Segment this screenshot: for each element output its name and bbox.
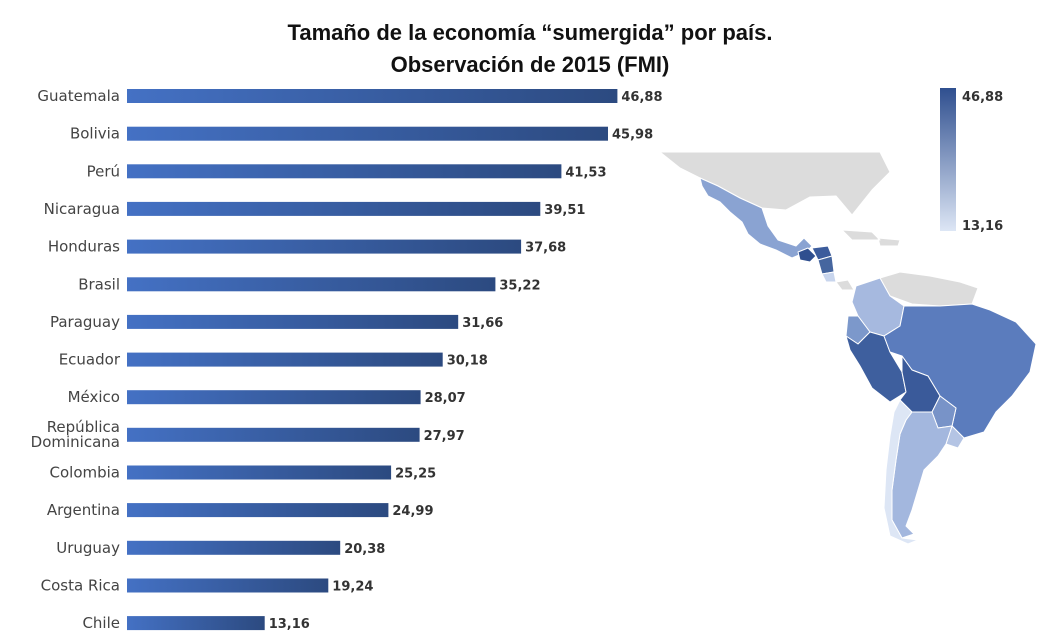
latin-america-map [659, 151, 1037, 545]
bar [127, 540, 341, 555]
category-label: Nicaragua [44, 200, 120, 218]
bar [127, 314, 459, 329]
bar-value-label: 31,66 [462, 316, 503, 331]
bar-value-label: 39,51 [544, 203, 585, 218]
bar-value-label: 41,53 [565, 165, 606, 180]
bar-series: 46,88 Guatemala 45,98 Bolivia 41,53 Perú 39,51… [31, 87, 663, 632]
map-venezuela-guianas [879, 271, 979, 307]
category-label: Perú [87, 162, 120, 180]
color-scale-max-label: 46,88 [962, 90, 1003, 105]
bar [127, 352, 443, 367]
bar [127, 578, 329, 593]
category-label: Colombia [50, 464, 121, 482]
category-label: Argentina [47, 501, 120, 519]
map-chile [883, 399, 919, 545]
bar-value-label: 30,18 [447, 354, 488, 369]
category-label: Paraguay [50, 313, 120, 331]
map-panama [835, 279, 855, 291]
bar-value-label: 28,07 [425, 391, 466, 406]
bar [127, 427, 420, 442]
map-caribbean [841, 229, 901, 247]
category-label: Honduras [48, 238, 120, 256]
category-label: Ecuador [59, 351, 121, 369]
chart-title: Tamaño de la economía “sumergida” por pa… [288, 20, 773, 45]
chart-subtitle: Observación de 2015 (FMI) [391, 52, 670, 77]
bar [127, 126, 608, 141]
bar-value-label: 46,88 [621, 90, 662, 105]
bar-value-label: 45,98 [612, 128, 653, 143]
bar-value-label: 25,25 [395, 467, 436, 482]
bar-value-label: 37,68 [525, 241, 566, 256]
bar-value-label: 13,16 [269, 617, 310, 632]
bar [127, 503, 389, 518]
bar [127, 390, 421, 405]
map-costa-rica [821, 271, 837, 283]
category-label: Bolivia [70, 125, 120, 143]
bar [127, 277, 496, 292]
bar [127, 616, 265, 631]
bar-value-label: 19,24 [332, 580, 373, 595]
color-scale-min-label: 13,16 [962, 219, 1003, 234]
bar [127, 164, 562, 179]
category-label: México [68, 388, 120, 406]
category-label: Chile [82, 614, 120, 632]
bar-value-label: 20,38 [344, 542, 385, 557]
color-scale-bar [940, 88, 956, 231]
category-label: Costa Rica [41, 577, 120, 595]
bar [127, 201, 541, 216]
category-label: Brasil [78, 275, 120, 293]
category-label: Uruguay [56, 539, 120, 557]
bar [127, 465, 392, 480]
bar-value-label: 24,99 [392, 504, 433, 519]
bar [127, 239, 522, 254]
category-label: República Dominicana [31, 418, 120, 451]
bar-value-label: 27,97 [424, 429, 465, 444]
category-label: Guatemala [37, 87, 120, 105]
map-usa [659, 151, 891, 216]
map-guatemala [797, 247, 817, 263]
bar-value-label: 35,22 [499, 278, 540, 293]
bar [127, 89, 618, 103]
